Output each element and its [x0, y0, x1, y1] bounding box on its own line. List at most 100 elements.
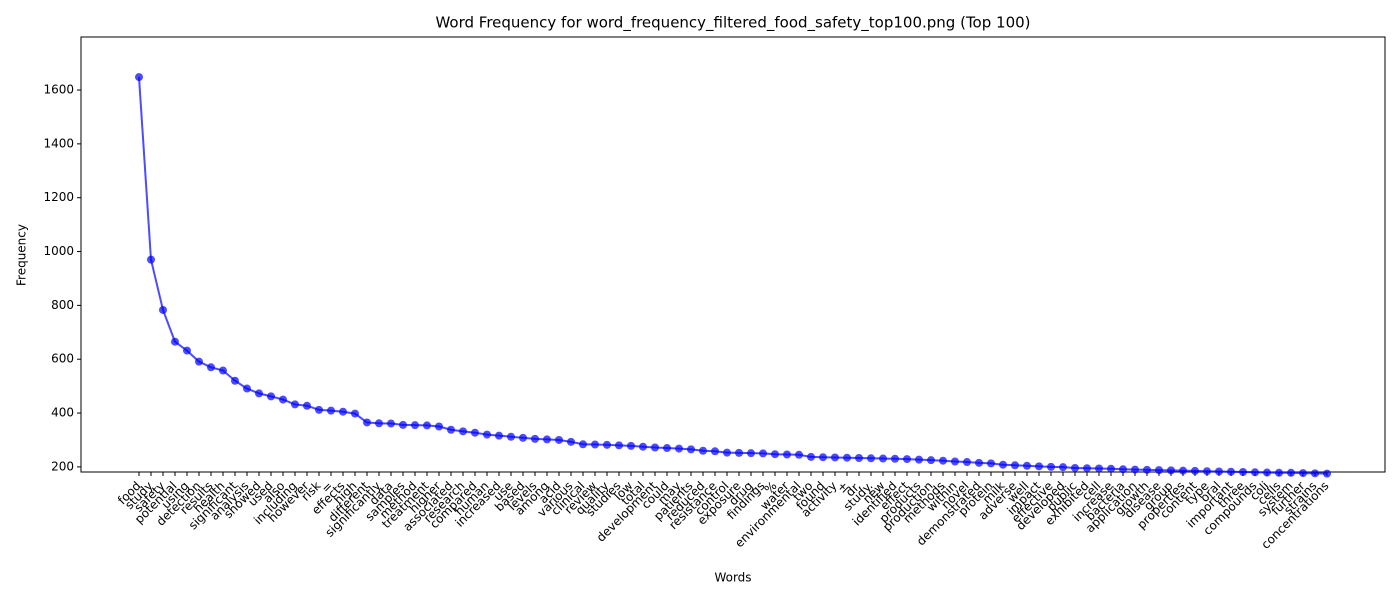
data-point [819, 453, 827, 462]
data-point [723, 448, 731, 457]
y-tick-label: 200 [51, 459, 74, 473]
data-point [507, 432, 515, 441]
data-point [1059, 463, 1067, 472]
data-point [1215, 467, 1223, 476]
data-point [1155, 466, 1163, 475]
data-point [591, 440, 599, 449]
data-point [1095, 464, 1103, 473]
data-point [423, 421, 431, 430]
chart-title: Word Frequency for word_frequency_filter… [435, 14, 1030, 33]
data-point [483, 430, 491, 439]
data-point [1191, 466, 1199, 475]
data-point [915, 455, 923, 464]
data-line [138, 77, 1328, 475]
data-point [711, 447, 719, 456]
data-point [1035, 462, 1043, 471]
data-point [651, 443, 659, 452]
data-point [687, 445, 695, 454]
y-tick-label: 1000 [43, 244, 74, 258]
y-tick-label: 800 [51, 298, 74, 312]
data-point [171, 337, 179, 346]
data-point [519, 433, 527, 442]
data-point [1083, 464, 1091, 473]
data-point [1287, 468, 1295, 477]
data-point [807, 452, 815, 461]
data-point [927, 456, 935, 465]
data-point [147, 255, 155, 264]
data-point [939, 456, 947, 465]
data-point [255, 389, 263, 398]
data-point [747, 449, 755, 458]
data-point [1011, 461, 1019, 470]
data-point [1179, 466, 1187, 475]
y-tick-label: 1400 [43, 136, 74, 150]
data-point [1107, 464, 1115, 473]
data-point [363, 418, 371, 427]
data-point [315, 405, 323, 414]
x-axis-label: Words [714, 571, 751, 585]
data-point [1119, 465, 1127, 474]
data-point [567, 437, 575, 446]
data-point [999, 460, 1007, 469]
data-point [663, 444, 671, 453]
data-point [1167, 466, 1175, 475]
data-point [795, 450, 803, 459]
data-point [843, 453, 851, 462]
data-point [951, 457, 959, 466]
data-point [987, 459, 995, 468]
data-point [243, 384, 251, 393]
data-point [471, 428, 479, 437]
data-point [399, 420, 407, 429]
data-point [1071, 463, 1079, 472]
data-point [1131, 465, 1139, 474]
data-point [759, 449, 767, 458]
y-tick-label: 600 [51, 352, 74, 366]
data-point [975, 458, 983, 467]
data-point [387, 419, 395, 428]
data-point [879, 454, 887, 463]
data-point [1323, 469, 1331, 478]
data-point [159, 305, 167, 314]
data-point [339, 407, 347, 416]
y-tick-label: 400 [51, 406, 74, 420]
data-point [459, 427, 467, 436]
data-point [963, 458, 971, 467]
data-point [279, 395, 287, 404]
data-point [903, 455, 911, 464]
data-point [267, 392, 275, 401]
data-point [1143, 465, 1151, 474]
data-point [1239, 468, 1247, 476]
data-point [771, 450, 779, 459]
data-point [375, 419, 383, 428]
data-point [1227, 467, 1235, 476]
data-point [135, 73, 143, 82]
data-point [327, 406, 335, 415]
data-point [783, 450, 791, 459]
data-point [1299, 469, 1307, 478]
data-point [615, 441, 623, 450]
data-point [855, 454, 863, 463]
data-point [639, 442, 647, 451]
data-point [1275, 468, 1283, 477]
data-point [699, 446, 707, 455]
data-point [447, 425, 455, 434]
data-point [579, 440, 587, 449]
data-point [1023, 461, 1031, 470]
data-point [675, 444, 683, 453]
data-point [1251, 468, 1259, 477]
data-point [435, 422, 443, 431]
data-point [351, 409, 359, 418]
data-point [183, 346, 191, 355]
data-point [555, 435, 563, 444]
y-axis-label: Frequency [15, 224, 29, 286]
data-point [735, 448, 743, 457]
data-point [411, 421, 419, 430]
data-point [891, 454, 899, 463]
data-point [195, 357, 203, 366]
data-point [231, 376, 239, 385]
y-tick-label: 1600 [43, 83, 74, 97]
data-point [1263, 468, 1271, 477]
data-point [531, 434, 539, 443]
